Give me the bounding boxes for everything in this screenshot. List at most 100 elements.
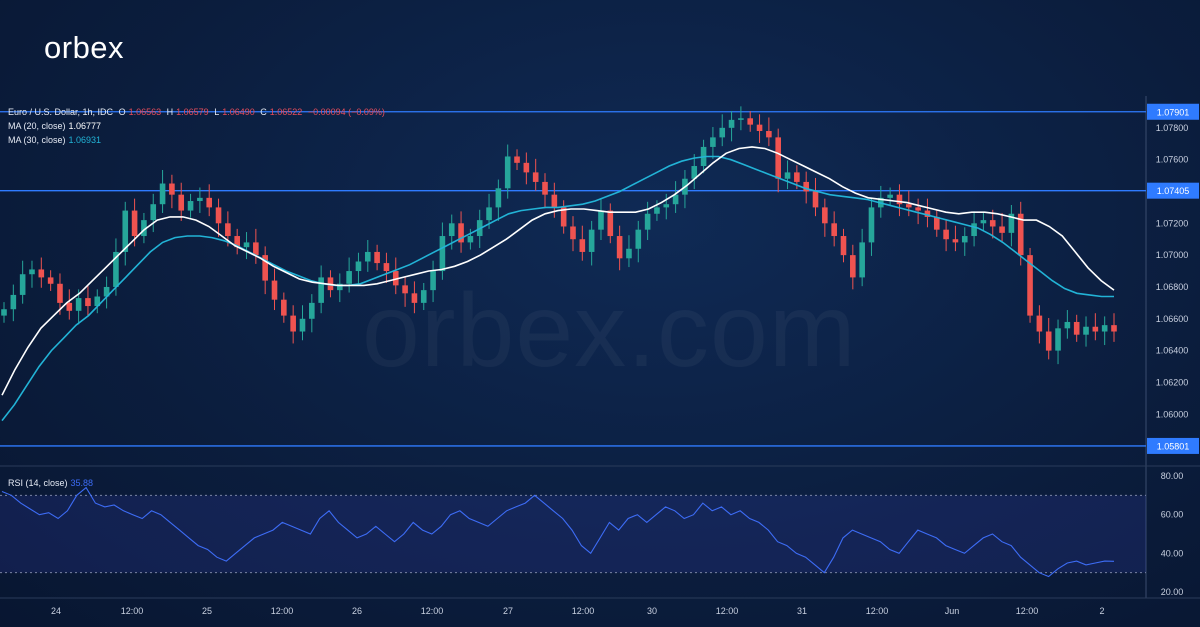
time-tick-label: Jun <box>945 606 960 616</box>
candle-body <box>392 271 399 286</box>
candle-body <box>1073 321 1080 335</box>
candle-body <box>999 226 1005 233</box>
time-tick-label: 12:00 <box>572 606 595 616</box>
time-tick-label: 12:00 <box>121 606 144 616</box>
candle-body <box>215 207 222 224</box>
price-tick-label: 1.06800 <box>1156 282 1189 292</box>
candle-body <box>299 318 306 332</box>
time-tick-label: 12:00 <box>1016 606 1039 616</box>
candle-body <box>812 191 819 208</box>
candle-body <box>1101 325 1108 332</box>
candle-body <box>467 236 474 243</box>
price-tick-label: 1.06200 <box>1156 377 1189 387</box>
time-tick-label: 30 <box>647 606 657 616</box>
close-value: 1.06522 <box>269 107 303 117</box>
candle-body <box>924 210 931 217</box>
ma20-value: 1.06777 <box>68 121 102 131</box>
candle-body <box>989 220 996 227</box>
candle-body <box>504 156 511 189</box>
candle-body <box>887 194 893 198</box>
candle-body <box>822 207 828 224</box>
candle-body <box>1055 328 1061 351</box>
candle-body <box>94 296 101 307</box>
candle-body <box>113 251 119 287</box>
time-tick-label: 26 <box>352 606 362 616</box>
candle-body <box>150 204 157 221</box>
candle-body <box>616 236 623 259</box>
rsi-line <box>1 486 1115 578</box>
candle-body <box>85 298 91 307</box>
level-price-tag <box>1147 103 1199 120</box>
candle-body <box>943 229 949 240</box>
high-value: 1.06579 <box>176 107 209 117</box>
symbol-name: Euro / U.S. Dollar, 1h, IDC <box>8 107 114 117</box>
candle-body <box>868 207 875 243</box>
candle-body <box>402 285 408 294</box>
candle-body <box>103 286 110 297</box>
candle-body <box>952 239 959 243</box>
price-tick-label: 1.06000 <box>1156 409 1189 419</box>
level-price-tag <box>1147 182 1199 199</box>
candle-body <box>663 204 670 208</box>
ma30-label: MA (30, close) <box>8 135 66 145</box>
candle-body <box>644 213 651 230</box>
candle-body <box>840 236 847 256</box>
low-value: 1.06490 <box>222 107 255 117</box>
time-tick-label: 12:00 <box>421 606 444 616</box>
candle-body <box>523 162 530 173</box>
candle-body <box>355 261 362 272</box>
close-label: C <box>260 107 267 117</box>
candle-body <box>905 204 912 208</box>
level-price-tag <box>1147 437 1199 454</box>
candle-body <box>859 242 865 278</box>
candle-body <box>290 315 296 332</box>
candle-body <box>831 223 837 237</box>
candle-body <box>336 283 343 291</box>
candle-body <box>420 290 427 303</box>
price-tick-label: 1.07000 <box>1156 250 1189 260</box>
ma30-legend: MA (30, close) 1.06931 <box>8 135 104 145</box>
low-label: L <box>214 107 220 117</box>
candle-body <box>197 197 203 202</box>
high-label: H <box>166 107 174 117</box>
time-tick-label: 25 <box>202 606 212 616</box>
candle-body <box>383 263 390 272</box>
level-price-label: 1.07901 <box>1157 107 1190 117</box>
candle-body <box>1045 331 1052 351</box>
time-tick-label: 12:00 <box>271 606 294 616</box>
time-tick-label: 27 <box>503 606 513 616</box>
candle-body <box>495 188 502 208</box>
candle-body <box>169 183 175 195</box>
time-tick-label: 31 <box>797 606 807 616</box>
candle-body <box>588 229 595 252</box>
candle-body <box>1008 213 1015 233</box>
candle-body <box>728 119 735 128</box>
candle-body <box>850 255 856 278</box>
rsi-tick-label: 60.00 <box>1161 510 1184 520</box>
time-tick-label: 12:00 <box>866 606 889 616</box>
candle-body <box>775 137 782 179</box>
ma20-label: MA (20, close) <box>8 121 66 131</box>
watermark: orbex.com <box>362 272 857 391</box>
time-tick-label: 12:00 <box>716 606 739 616</box>
candle-body <box>122 210 129 252</box>
candle-body <box>560 207 567 227</box>
price-tick-label: 1.06400 <box>1156 346 1189 356</box>
ma30-value: 1.06931 <box>68 135 102 145</box>
candle-body <box>262 255 268 281</box>
candle-body <box>654 207 660 214</box>
rsi-label: RSI (14, close) <box>8 478 68 488</box>
ma20-line <box>1 146 1115 396</box>
candle-body <box>131 210 138 237</box>
candle-body <box>75 298 82 311</box>
ma30-line <box>1 155 1114 422</box>
candle-body <box>607 210 614 237</box>
rsi-tick-label: 80.00 <box>1161 471 1184 481</box>
candle-body <box>206 197 213 208</box>
price-tick-label: 1.06600 <box>1156 314 1189 324</box>
rsi-value: 35.88 <box>70 478 94 488</box>
candle-body <box>896 194 903 205</box>
candle-body <box>318 277 324 303</box>
